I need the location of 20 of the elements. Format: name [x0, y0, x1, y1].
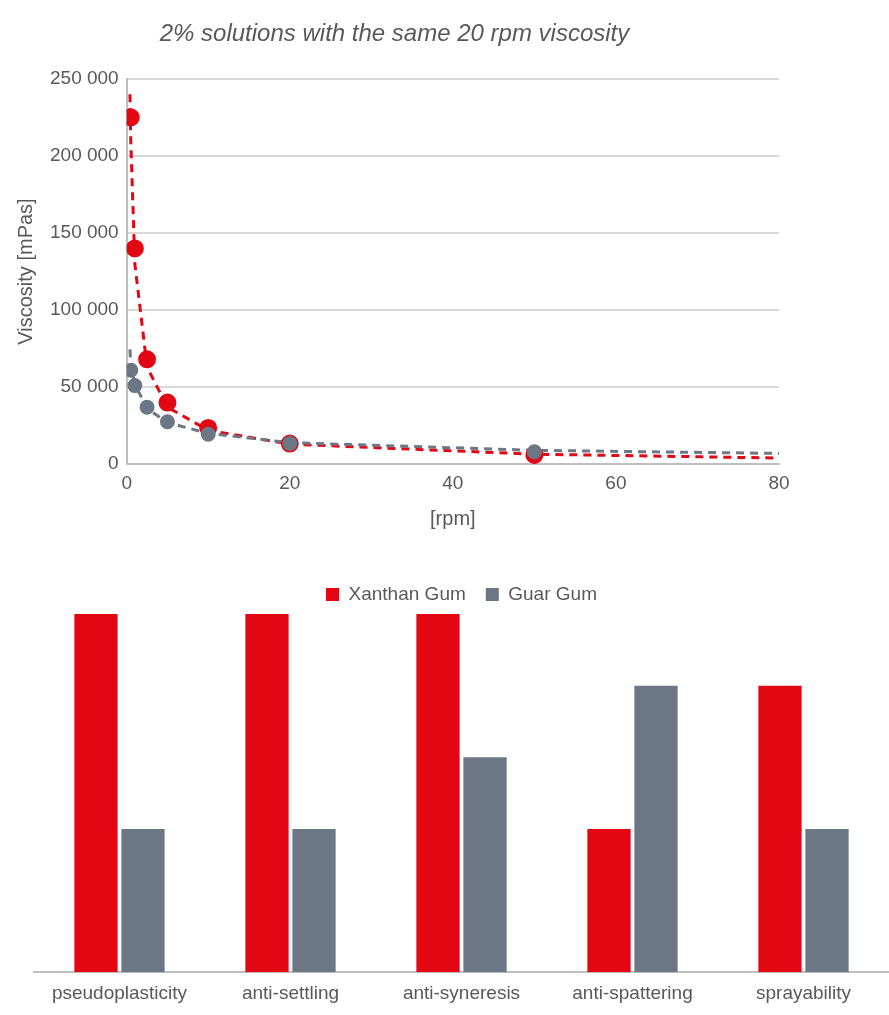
y-axis-title: Viscosity [mPas] [13, 198, 36, 345]
x-tick-label: anti-spattering [572, 981, 693, 1003]
x-tick-label: anti-settling [241, 981, 340, 1003]
y-tick-label: 150 000 [49, 221, 119, 243]
x-tick-label: 80 [768, 471, 790, 493]
x-tick-label: 40 [442, 471, 464, 493]
chart-title: 2% solutions with the same 20 rpm viscosity [158, 19, 632, 47]
legend-label: Xanthan Gum [348, 582, 466, 604]
legend-label: Guar Gum [508, 582, 597, 604]
y-tick-label: 0 [108, 452, 119, 474]
y-tick-label: 250 000 [49, 67, 119, 89]
x-tick-label: 20 [279, 471, 301, 493]
y-tick-label: 100 000 [49, 298, 119, 320]
y-tick-label: 50 000 [60, 375, 119, 397]
y-tick-label: 200 000 [49, 144, 119, 166]
x-tick-label: 60 [605, 471, 627, 493]
x-tick-label: pseudoplasticity [51, 981, 188, 1003]
x-axis-title: [rpm] [430, 506, 476, 529]
x-tick-label: anti-syneresis [402, 981, 521, 1003]
x-tick-label: sprayability [755, 981, 852, 1003]
